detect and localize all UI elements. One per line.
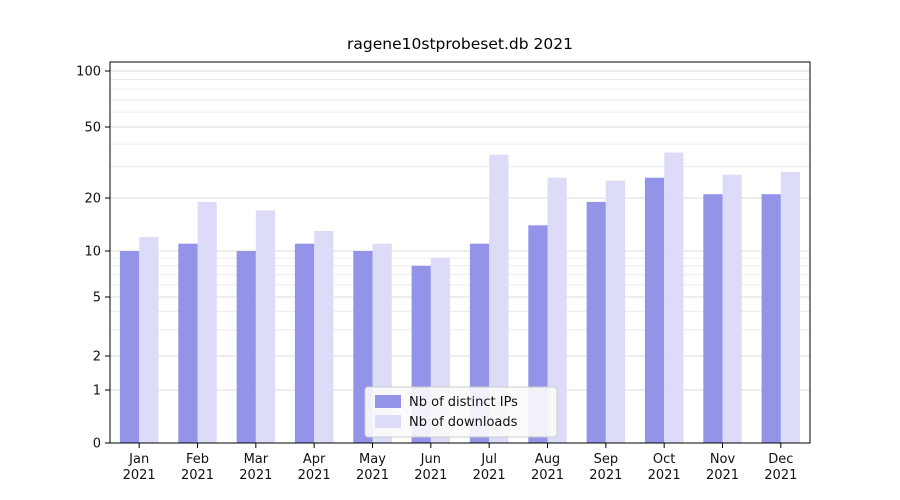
legend-swatch-distinct-ips — [375, 395, 401, 408]
x-tick-label-month-apr: Apr — [303, 452, 326, 467]
bar-downloads-dec — [780, 171, 801, 443]
y-tick-label-1: 1 — [93, 384, 101, 399]
x-tick-label-year-jul: 2021 — [473, 468, 506, 483]
x-tick-label-year-apr: 2021 — [298, 468, 331, 483]
legend-box — [364, 386, 558, 438]
bar-downloads-jul — [489, 154, 509, 443]
x-tick-label-year-jun: 2021 — [414, 468, 447, 483]
legend-swatch-downloads — [375, 415, 401, 428]
x-tick-label-year-sep: 2021 — [589, 468, 622, 483]
plot-border — [109, 61, 811, 444]
x-tick-label-year-dec: 2021 — [764, 468, 797, 483]
bar-downloads-jan — [139, 237, 159, 443]
bar-downloads-mar — [255, 210, 276, 443]
x-tick-label-month-aug: Aug — [535, 452, 560, 467]
x-tick-label-year-aug: 2021 — [531, 468, 564, 483]
x-tick-label-month-jun: Jun — [420, 452, 441, 467]
x-tick-label-year-mar: 2021 — [239, 468, 272, 483]
bar-distinct-ips-dec — [761, 194, 781, 443]
bar-distinct-ips-sep — [586, 201, 606, 443]
y-tick-label-100: 100 — [76, 65, 101, 80]
bar-downloads-sep — [605, 180, 626, 443]
axes — [105, 61, 811, 448]
y-tick-label-0: 0 — [93, 437, 101, 452]
y-tick-label-2: 2 — [93, 350, 101, 365]
bar-distinct-ips-nov — [703, 194, 723, 443]
x-tick-label-year-feb: 2021 — [181, 468, 214, 483]
bar-distinct-ips-feb — [178, 243, 198, 443]
x-tick-label-year-jan: 2021 — [123, 468, 156, 483]
bar-downloads-aug — [547, 177, 567, 443]
x-tick-label-month-jul: Jul — [480, 452, 497, 467]
y-tick-label-50: 50 — [84, 121, 101, 136]
x-tick-label-month-nov: Nov — [710, 452, 736, 467]
x-tick-label-month-feb: Feb — [186, 452, 209, 467]
y-tick-label-20: 20 — [84, 192, 101, 207]
x-tick-label-month-may: May — [359, 452, 386, 467]
bar-distinct-ips-oct — [644, 177, 665, 443]
legend-label-downloads: Nb of downloads — [409, 415, 518, 430]
bar-distinct-ips-mar — [236, 251, 256, 443]
legend: Nb of distinct IPs Nb of downloads — [364, 386, 558, 438]
x-tick-label-month-sep: Sep — [594, 452, 619, 467]
x-tick-label-year-nov: 2021 — [706, 468, 739, 483]
chart-title: ragene10stprobeset.db 2021 — [347, 35, 573, 53]
bar-downloads-feb — [197, 201, 217, 443]
bar-distinct-ips-jan — [119, 251, 140, 443]
x-tick-label-year-oct: 2021 — [648, 468, 681, 483]
y-tick-label-5: 5 — [93, 291, 101, 306]
axis-labels: 0125102050100Jan2021Feb2021Mar2021Apr202… — [76, 65, 797, 484]
x-tick-label-month-jan: Jan — [128, 452, 149, 467]
legend-label-distinct-ips: Nb of distinct IPs — [409, 395, 518, 410]
bar-distinct-ips-apr — [294, 243, 315, 443]
x-tick-label-month-oct: Oct — [653, 452, 675, 467]
x-tick-label-month-dec: Dec — [768, 452, 793, 467]
bar-downloads-apr — [314, 230, 334, 443]
y-tick-label-10: 10 — [84, 245, 101, 260]
x-tick-label-year-may: 2021 — [356, 468, 389, 483]
bar-downloads-nov — [722, 174, 742, 443]
bar-downloads-oct — [664, 152, 684, 443]
x-tick-label-month-mar: Mar — [244, 452, 269, 467]
